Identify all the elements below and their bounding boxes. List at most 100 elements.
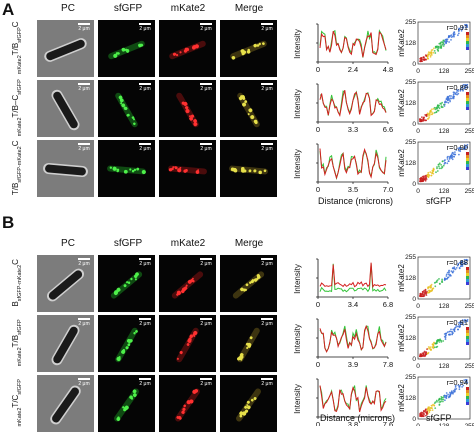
scatter-point (460, 382, 463, 384)
scale-bar: 2 μm (200, 83, 212, 92)
scatter-point (448, 41, 450, 43)
scatter-point (459, 384, 461, 387)
intensity-axis-label: Intensity (293, 89, 302, 119)
scatter-point (432, 167, 435, 170)
density-colorbar-swatch (466, 47, 469, 50)
scatter-point (425, 113, 428, 116)
scatter-point (431, 346, 434, 348)
scatter-point (461, 319, 464, 321)
density-colorbar-swatch (466, 339, 469, 342)
intensity-axis-label: Intensity (293, 29, 302, 59)
scatter-point (448, 35, 450, 37)
intensity-axis-label: Intensity (293, 384, 302, 414)
scale-bar: 2 μm (139, 318, 151, 327)
distance-axis-label: Distance (microns) (320, 413, 396, 423)
scatter-point (431, 172, 433, 175)
mkate2-axis-label: mKate2 (397, 29, 406, 57)
scatter-point (440, 41, 443, 43)
density-colorbar-swatch (466, 41, 469, 44)
scatter-point (430, 286, 432, 289)
scatter-point (429, 346, 432, 349)
scatter-point (443, 159, 446, 162)
scale-bar: 2 μm (78, 318, 90, 327)
scatter-point (427, 407, 429, 410)
scatter-point (436, 339, 439, 342)
micrograph-sfgfp: 2 μm (98, 80, 155, 137)
scatter-point (453, 35, 455, 38)
scatter-point (441, 160, 444, 163)
column-header-mkate2: mKate2 (170, 238, 206, 249)
scatter-point (427, 57, 429, 60)
scatter-x-tick-label: 0 (416, 363, 420, 370)
mkate2-axis-label: mKate2 (397, 264, 406, 292)
scatter-point (450, 39, 452, 41)
scatter-point (434, 108, 437, 111)
scatter-point (446, 331, 449, 334)
scatter-point (431, 49, 434, 51)
scatter-point (449, 391, 451, 394)
density-colorbar-swatch (466, 270, 469, 273)
scatter-point (436, 166, 438, 168)
scatter-point (427, 171, 430, 174)
scatter-point (445, 97, 448, 100)
scatter-point (464, 26, 467, 29)
intensity-axis-label: Intensity (293, 264, 302, 294)
scatter-point (453, 330, 456, 333)
scatter-point (460, 147, 463, 150)
scatter-point (424, 178, 427, 181)
scatter-point (437, 50, 440, 52)
scatter-point (435, 281, 438, 283)
scatter-point (454, 389, 456, 391)
intensity-axis-label: Intensity (293, 149, 302, 179)
scatter-point (454, 384, 457, 387)
scatter-point (421, 116, 423, 119)
scatter-point (459, 265, 462, 267)
scatter-point (458, 27, 460, 30)
correlation-value: r=0.89 (447, 83, 468, 92)
scatter-point (457, 147, 460, 150)
scatter-point (438, 341, 441, 343)
scatter-point (458, 267, 461, 269)
scatter-point (459, 262, 462, 264)
scatter-point (421, 414, 424, 416)
profile-x-tick-label: 3.5 (348, 185, 358, 194)
density-colorbar-swatch (466, 402, 469, 405)
scatter-point (442, 45, 445, 47)
scatter-point (451, 333, 454, 335)
scatter-point (423, 413, 425, 416)
scatter-y-tick-label: 128 (405, 395, 416, 402)
scatter-point (462, 323, 465, 326)
scatter-point (455, 267, 458, 269)
density-colorbar-swatch (466, 336, 469, 339)
scatter-point (425, 58, 427, 61)
scatter-point (435, 111, 438, 114)
scatter-point (433, 282, 436, 284)
scatter-point (461, 386, 463, 388)
scatter-point (446, 158, 449, 160)
correlation-value: r=0.91 (447, 318, 468, 327)
scatter-point (464, 261, 467, 264)
scatter-point (460, 29, 463, 32)
scatter-point (438, 165, 440, 168)
scatter-x-tick-label: 128 (439, 188, 450, 195)
scatter-point (440, 163, 442, 166)
scatter-point (441, 101, 443, 104)
scatter-point (439, 102, 442, 105)
distance-axis-label: Distance (microns) (318, 196, 394, 206)
scatter-point (421, 58, 424, 61)
scatter-point (466, 143, 469, 146)
scatter-y-tick-label: 128 (405, 100, 416, 107)
column-header-pc: PC (61, 3, 75, 14)
scatter-point (466, 320, 469, 323)
scatter-point (462, 148, 465, 151)
density-colorbar-swatch (466, 396, 469, 399)
scatter-point (444, 335, 447, 337)
scatter-point (463, 258, 466, 261)
micrograph-sfgfp: 2 μm (98, 20, 155, 77)
scatter-point (442, 340, 445, 342)
mkate2-profile-line (319, 31, 387, 58)
column-header-pc: PC (61, 238, 75, 249)
profile-x-tick-label: 7.6 (383, 420, 393, 426)
scatter-point (450, 34, 453, 37)
scatter-point (439, 339, 442, 342)
